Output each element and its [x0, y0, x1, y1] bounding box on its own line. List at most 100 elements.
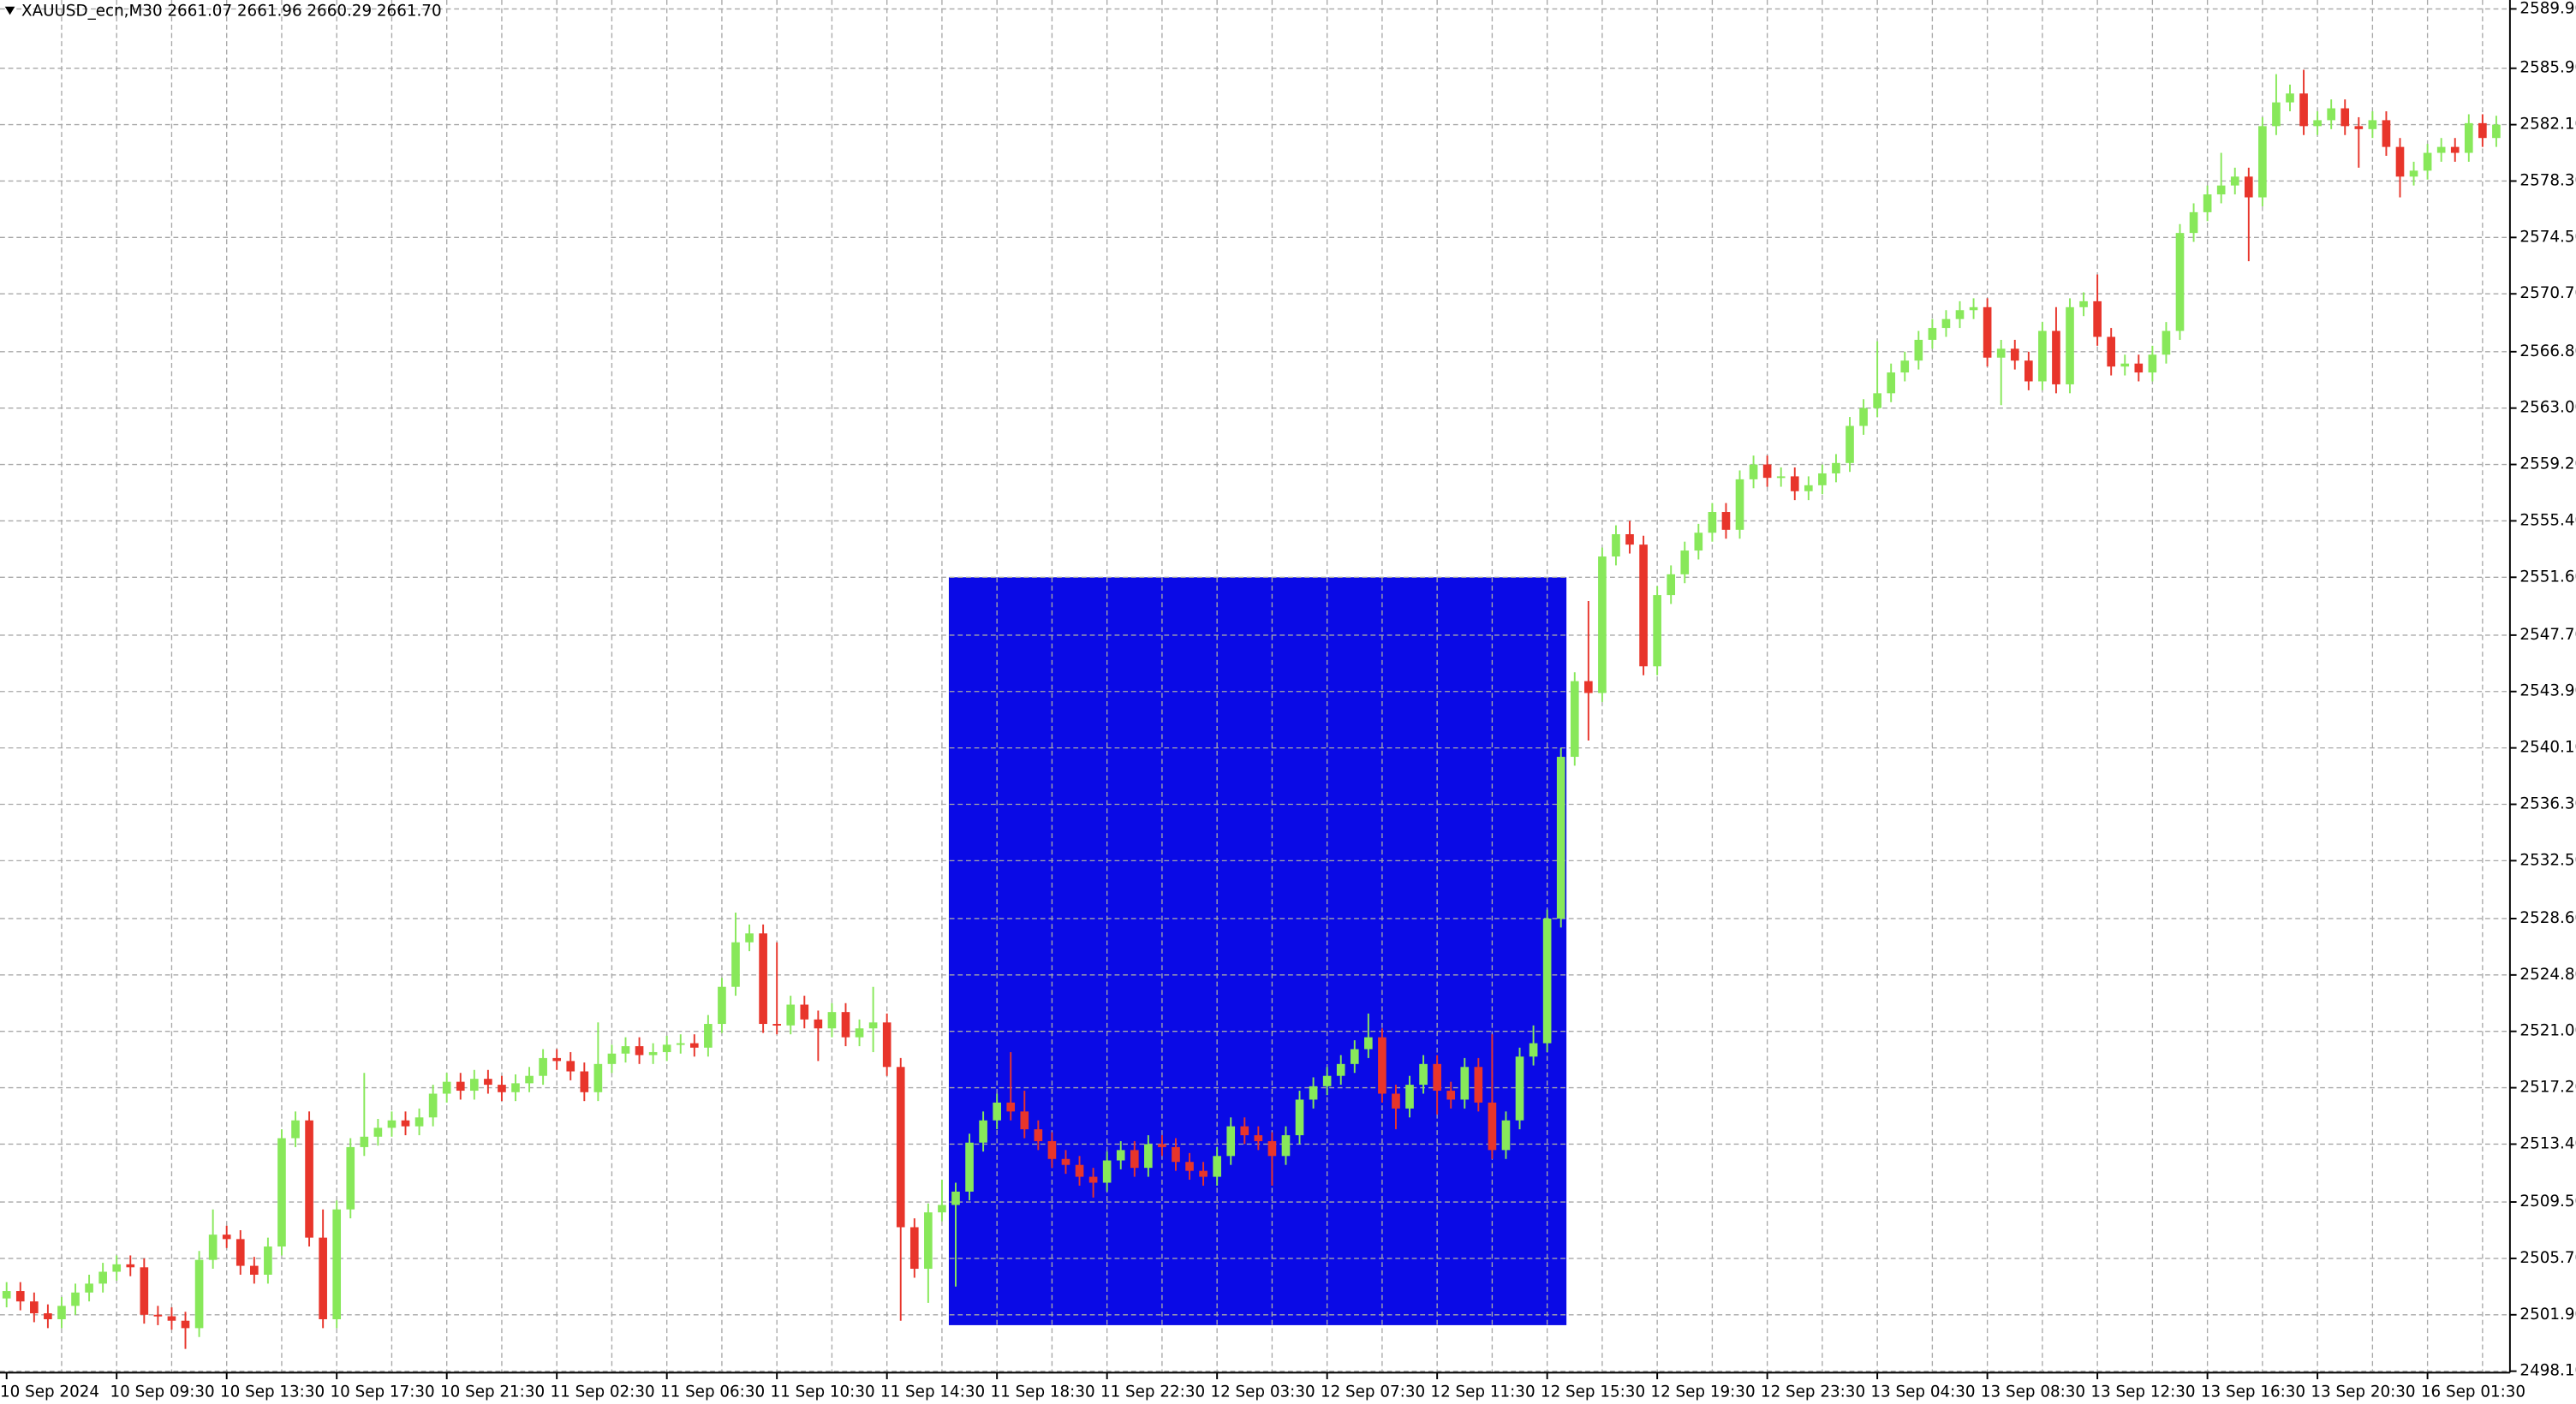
candle-body	[456, 1081, 465, 1092]
candle-body	[896, 1067, 905, 1228]
candle-body	[1034, 1129, 1043, 1141]
y-tick-label: 2555.40	[2519, 511, 2576, 529]
candle-body	[1983, 306, 1992, 358]
candle-body	[2052, 330, 2060, 384]
x-tick-label: 12 Sep 07:30	[1321, 1383, 1425, 1401]
candle-body	[346, 1146, 355, 1210]
y-tick-label: 2578.30	[2519, 171, 2576, 189]
candle-body	[2024, 360, 2033, 382]
candle-body	[1804, 485, 1813, 491]
candle-body	[2409, 170, 2418, 177]
candle-body	[2244, 176, 2253, 198]
candle-body	[1749, 464, 1758, 479]
y-tick-label: 2501.90	[2519, 1306, 2576, 1324]
candle-body	[1130, 1150, 1139, 1169]
candle-body	[827, 1012, 837, 1029]
candle-body	[2464, 122, 2473, 153]
candle-body	[1694, 532, 1703, 551]
x-tick-label: 11 Sep 06:30	[660, 1383, 765, 1401]
candle-body	[319, 1237, 327, 1319]
candle-body	[85, 1283, 93, 1293]
candle-body	[2162, 330, 2171, 355]
candle-body	[57, 1306, 66, 1319]
candle-body	[1047, 1140, 1057, 1159]
y-tick-label: 2536.30	[2519, 794, 2576, 812]
candle-body	[2079, 300, 2088, 307]
candle-body	[1859, 408, 1868, 426]
y-tick-label: 2505.70	[2519, 1249, 2576, 1267]
candle-body	[498, 1085, 506, 1092]
candle-body	[1639, 544, 1648, 667]
candle-body	[1474, 1067, 1483, 1103]
candle-body	[222, 1234, 231, 1240]
candle-body	[167, 1316, 176, 1321]
candles	[2, 69, 2501, 1349]
x-tick-label: 16 Sep 01:30	[2421, 1383, 2525, 1401]
candle-body	[1336, 1063, 1345, 1076]
candle-body	[360, 1136, 369, 1147]
candle-body	[1653, 595, 1661, 667]
candle-body	[1900, 360, 1910, 373]
candle-body	[607, 1053, 617, 1064]
header-arrow[interactable]	[4, 6, 15, 15]
candle-body	[2066, 306, 2074, 384]
y-tick-label: 2532.50	[2519, 851, 2576, 869]
candle-body	[2203, 194, 2212, 212]
candle-body	[2216, 185, 2226, 195]
symbol-header: XAUUSD_ecn,M30 2661.07 2661.96 2660.29 2…	[21, 2, 442, 20]
x-tick-label: 10 Sep 09:30	[110, 1383, 214, 1401]
y-tick-label: 2540.10	[2519, 739, 2576, 757]
candle-body	[1322, 1075, 1332, 1086]
candle-body	[428, 1093, 438, 1118]
candle-body	[1873, 393, 1881, 408]
candle-body	[1598, 556, 1607, 693]
candle-body	[909, 1227, 919, 1270]
candle-body	[1185, 1162, 1194, 1171]
candle-body	[1460, 1067, 1470, 1100]
x-tick-label: 12 Sep 03:30	[1210, 1383, 1315, 1401]
candle-body	[291, 1120, 300, 1139]
candle-body	[2354, 126, 2364, 129]
candle-body	[2038, 330, 2047, 382]
candle-body	[2478, 122, 2487, 139]
candle-body	[1254, 1135, 1263, 1141]
candle-body	[2436, 146, 2446, 153]
candle-body	[44, 1313, 52, 1319]
x-tick-label: 10 Sep 13:30	[220, 1383, 325, 1401]
candle-body	[1790, 476, 1799, 491]
candle-body	[662, 1044, 671, 1052]
candle-body	[1295, 1099, 1304, 1136]
candle-body	[1501, 1120, 1511, 1151]
x-tick-label: 13 Sep 08:30	[1981, 1383, 2085, 1401]
candle-body	[2120, 363, 2130, 367]
candle-body	[2395, 146, 2405, 177]
candle-body	[2230, 176, 2239, 186]
candle-body	[1776, 476, 1786, 479]
y-tick-label: 2528.60	[2519, 909, 2576, 927]
x-tick-label: 11 Sep 10:30	[770, 1383, 874, 1401]
candle-body	[414, 1117, 424, 1127]
candle-body	[332, 1209, 342, 1319]
candle-body	[704, 1024, 713, 1048]
candle-body	[1392, 1093, 1400, 1109]
y-tick-label: 2566.80	[2519, 342, 2576, 360]
candle-body	[1144, 1144, 1153, 1169]
y-tick-label: 2513.40	[2519, 1134, 2576, 1152]
y-tick-label: 2543.90	[2519, 682, 2576, 700]
candle-body	[1941, 318, 1951, 329]
y-tick-label: 2521.00	[2519, 1022, 2576, 1040]
candle-body	[689, 1043, 699, 1048]
candle-body	[938, 1205, 946, 1213]
candle-body	[2189, 211, 2198, 234]
candle-body	[1570, 681, 1579, 758]
candle-body	[1419, 1063, 1428, 1086]
candle-body	[731, 942, 740, 987]
candle-body	[2340, 108, 2350, 127]
candle-body	[30, 1301, 39, 1314]
candle-body	[979, 1120, 987, 1143]
candle-body	[1612, 534, 1620, 557]
candle-body	[194, 1259, 204, 1329]
candle-body	[566, 1061, 575, 1072]
